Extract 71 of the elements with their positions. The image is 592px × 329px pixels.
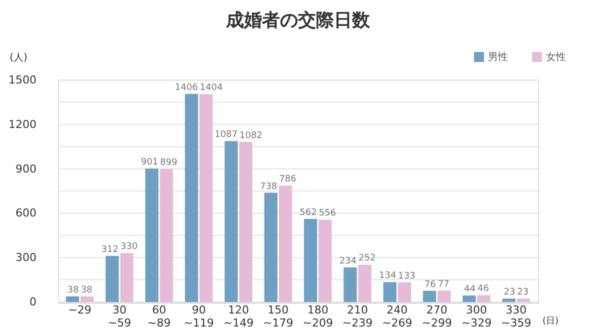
y-tick-label: 300 [16, 251, 36, 264]
data-label: 76 [424, 280, 436, 290]
data-label: 1404 [200, 83, 224, 94]
bar [145, 168, 158, 302]
data-label: 1087 [214, 130, 238, 140]
x-axis-title: (日) [542, 316, 559, 326]
x-tick-label: 210 ~239 [342, 304, 373, 329]
chart-title: 成婚者の交際日数 [225, 10, 371, 31]
bar [66, 296, 80, 302]
bar [160, 168, 174, 302]
bar [358, 264, 372, 302]
data-label: 1082 [239, 130, 262, 141]
bar [422, 290, 436, 302]
y-tick-label: 900 [16, 162, 36, 176]
bar [502, 298, 516, 302]
bar [264, 192, 278, 302]
bar [106, 256, 119, 302]
data-label: 38 [67, 285, 80, 296]
data-label: 738 [260, 182, 278, 192]
y-tick-label: 600 [16, 206, 36, 220]
x-tick-label: 270 ~299 [422, 304, 452, 329]
data-label: 562 [300, 208, 317, 218]
data-label: 1406 [174, 82, 198, 93]
data-label: 46 [478, 284, 490, 294]
x-tick-label: 330 ~359 [501, 304, 532, 329]
y-tick-label: 0 [30, 296, 36, 308]
data-label: 44 [464, 284, 476, 294]
x-tick-label: 150 ~179 [263, 304, 294, 329]
y-axis-title: (人) [10, 52, 28, 64]
bar [477, 295, 490, 302]
data-label: 133 [398, 271, 416, 282]
bar [344, 267, 357, 302]
bar [224, 141, 238, 302]
bar [438, 290, 451, 302]
data-label: 899 [160, 158, 178, 168]
bar [120, 253, 134, 302]
bar [239, 142, 252, 302]
data-label: 23 [517, 288, 529, 298]
data-label: 77 [438, 280, 450, 290]
x-tick-label: 300 ~329 [461, 304, 492, 329]
data-label: 312 [101, 244, 118, 255]
bar [80, 296, 94, 302]
bar [318, 220, 332, 302]
x-tick-label: 240 ~269 [382, 304, 412, 329]
y-tick-label: 1500 [8, 74, 36, 86]
data-label: 23 [504, 288, 516, 298]
bar [200, 94, 213, 302]
data-label: 901 [140, 158, 158, 168]
legend-label: 男性 [488, 51, 508, 63]
bar [184, 94, 198, 302]
x-tick-label: 30 ~59 [108, 304, 132, 329]
legend-label: 女性 [546, 51, 566, 63]
bar [516, 298, 530, 302]
data-label: 134 [378, 271, 396, 282]
x-tick-label: 90 ~119 [184, 304, 214, 329]
data-label: 786 [279, 174, 297, 185]
x-tick-label: ~29 [68, 304, 92, 316]
bar [278, 186, 292, 302]
x-tick-label: 120 ~149 [223, 304, 254, 329]
data-label: 330 [120, 242, 138, 252]
y-tick-label: 1200 [8, 118, 36, 131]
x-tick-label: 180 ~209 [302, 304, 333, 329]
data-label: 38 [80, 285, 93, 296]
bar [398, 282, 412, 302]
data-label: 234 [339, 256, 357, 266]
bar [383, 282, 396, 302]
data-label: 252 [358, 254, 376, 264]
x-tick-label: 60 ~89 [148, 304, 171, 329]
bar [304, 218, 318, 302]
bar [462, 295, 476, 302]
data-label: 556 [318, 208, 336, 219]
